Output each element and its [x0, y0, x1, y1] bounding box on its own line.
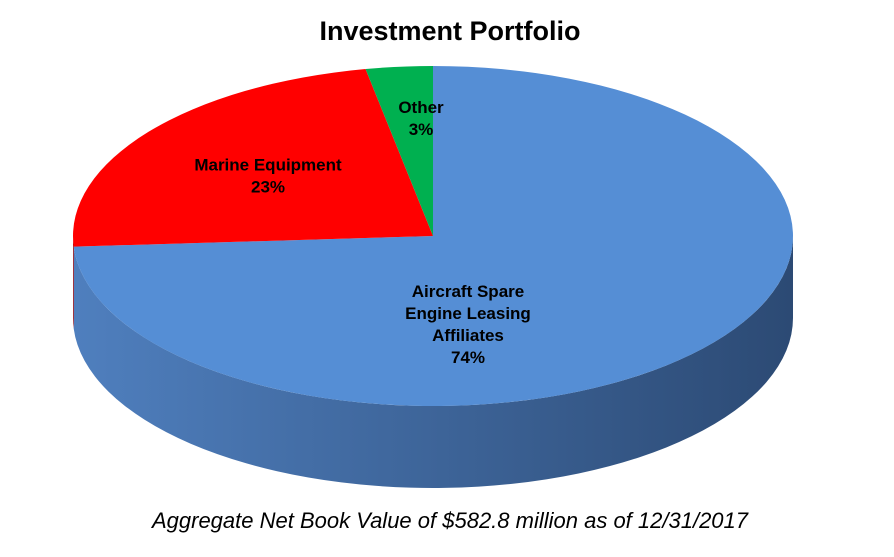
pie-slices	[73, 66, 794, 406]
pie-slice-marine-equipment	[73, 69, 434, 247]
slice-label-aircraft-spare-engine-leasing-affiliates: Aircraft Spare Engine Leasing Affiliates 74…	[405, 282, 531, 367]
slice-name-line: Aircraft Spare	[412, 282, 524, 301]
slice-labels: Aircraft Spare Engine Leasing Affiliates 74…	[194, 98, 530, 367]
slice-percent: 74%	[451, 348, 485, 367]
pie-slice-other	[365, 66, 433, 236]
footnote: Aggregate Net Book Value of $582.8 milli…	[150, 508, 749, 533]
slice-label-marine-equipment: Marine Equipment 23%	[194, 156, 342, 197]
pie-side-aircraft-spare-engine-leasing-affiliates	[73, 236, 793, 488]
chart-title: Investment Portfolio	[319, 16, 580, 46]
slice-percent: 23%	[251, 178, 285, 197]
slice-name-line: Affiliates	[432, 326, 504, 345]
pie-slice-aircraft-spare-engine-leasing-affiliates	[73, 66, 794, 406]
slice-percent: 3%	[409, 120, 434, 139]
pie-side-marine-equipment	[73, 236, 74, 329]
slice-name-line: Engine Leasing	[405, 304, 531, 323]
slice-label-other: Other 3%	[398, 98, 444, 139]
pie-3d-side	[73, 236, 793, 488]
slice-name-line: Other	[398, 98, 444, 117]
slice-name-line: Marine Equipment	[194, 156, 342, 175]
